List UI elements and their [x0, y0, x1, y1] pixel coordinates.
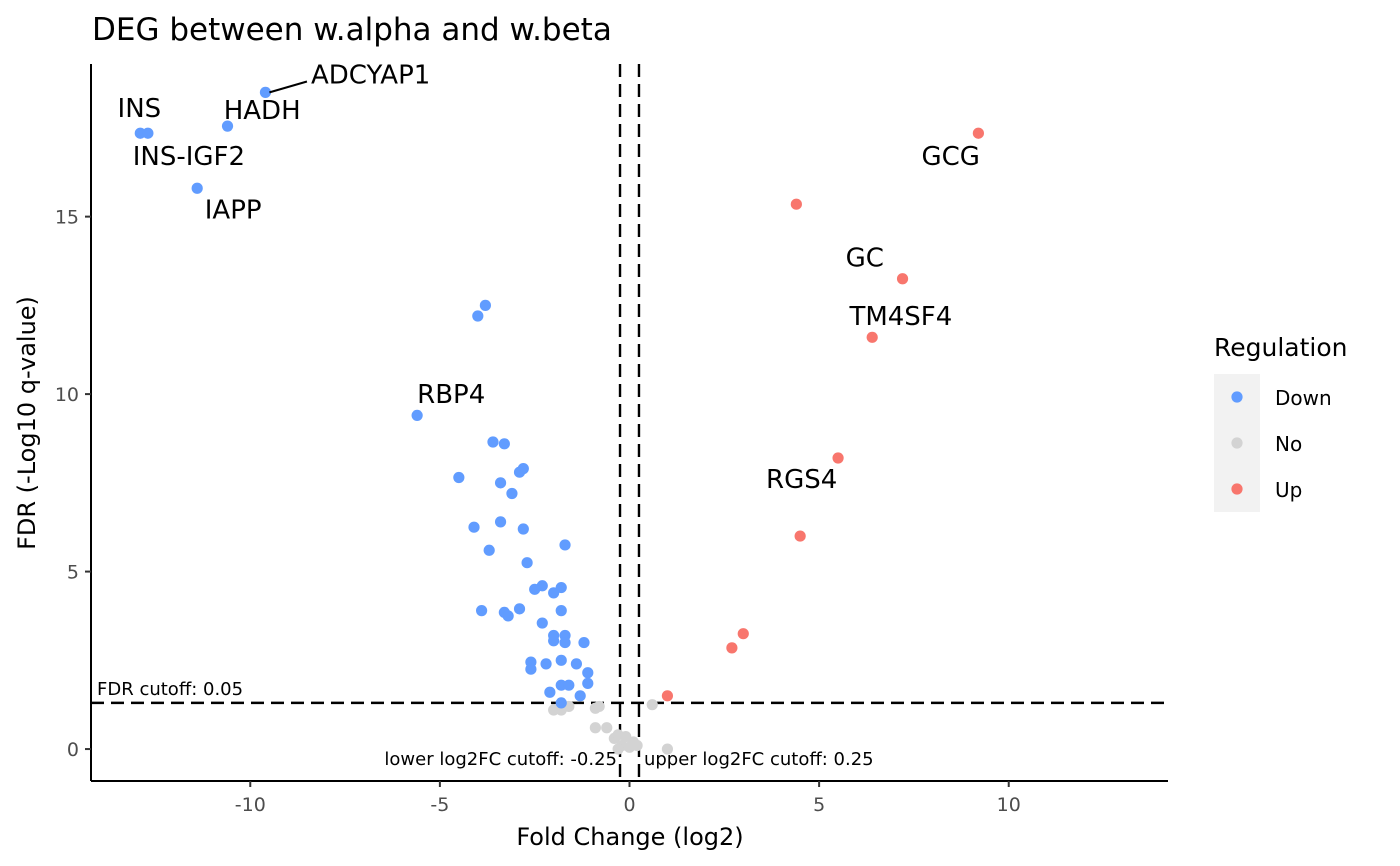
- data-point-up: [794, 530, 806, 542]
- gene-label: ADCYAP1: [311, 61, 430, 91]
- data-point-down: [513, 466, 526, 478]
- data-point-down: [502, 610, 514, 622]
- data-point-down: [578, 636, 590, 649]
- data-point-down: [521, 557, 533, 569]
- y-tick-label: 5: [67, 562, 79, 584]
- legend-key-up: [1231, 483, 1243, 495]
- data-point-up: [661, 690, 674, 702]
- data-point-down: [494, 516, 507, 528]
- gene-label: IAPP: [205, 195, 262, 225]
- data-point-no: [646, 699, 658, 711]
- legend-label-up: Up: [1275, 478, 1302, 502]
- data-point-up: [972, 127, 984, 139]
- x-tick-label: 10: [997, 794, 1021, 816]
- x-tick-label: -5: [430, 794, 449, 816]
- data-point-down: [555, 654, 567, 666]
- data-point-down: [555, 697, 567, 709]
- legend-title: Regulation: [1214, 333, 1348, 362]
- axes: -10 -5 0 5 10 0 5 10 15: [55, 64, 1168, 816]
- data-point-down: [221, 120, 234, 132]
- cutoff-lines: [91, 64, 1168, 781]
- data-point-no: [601, 722, 613, 734]
- y-tick-label: 0: [67, 739, 79, 761]
- legend-items: Down No Up: [1231, 386, 1332, 502]
- data-point-up: [726, 642, 738, 654]
- legend-key-down: [1231, 391, 1243, 403]
- y-axis-ticks: 0 5 10 15: [55, 207, 91, 761]
- data-point-down: [548, 635, 560, 647]
- data-point-down: [582, 667, 594, 679]
- gene-label: RBP4: [417, 380, 485, 410]
- legend-key-no: [1231, 437, 1243, 449]
- data-point-down: [574, 690, 586, 702]
- data-point-down: [540, 658, 552, 670]
- data-point-down: [555, 605, 567, 617]
- x-tick-label: 5: [813, 794, 825, 816]
- data-point-down: [536, 617, 548, 629]
- data-point-no: [631, 739, 643, 752]
- y-axis-title: FDR (-Log10 q-value): [13, 296, 41, 550]
- gene-label: INS-IGF2: [133, 142, 245, 172]
- data-point-down: [559, 539, 571, 551]
- data-point-up: [866, 331, 878, 343]
- data-point-down: [513, 603, 526, 615]
- data-point-no: [661, 743, 674, 755]
- y-tick-label: 10: [55, 384, 79, 406]
- data-point-down: [483, 544, 495, 556]
- gene-label: RGS4: [766, 465, 837, 495]
- legend-label-no: No: [1275, 432, 1302, 456]
- gene-label: GCG: [922, 142, 980, 172]
- gene-label: TM4SF4: [848, 302, 952, 332]
- cutoff-labels: FDR cutoff: 0.05 lower log2FC cutoff: -0…: [97, 679, 874, 770]
- data-point-down: [479, 299, 491, 311]
- lower-fc-cutoff-label: lower log2FC cutoff: -0.25: [384, 749, 617, 770]
- data-point-down: [453, 471, 465, 484]
- data-point-no: [612, 743, 624, 755]
- data-point-down: [468, 521, 480, 533]
- data-point-down: [544, 686, 556, 698]
- data-point-down: [191, 182, 203, 194]
- data-point-down: [259, 86, 272, 98]
- x-axis-title: Fold Change (log2): [516, 823, 743, 851]
- upper-fc-cutoff-label: upper log2FC cutoff: 0.25: [644, 749, 874, 770]
- data-point-down: [559, 636, 571, 649]
- gene-labels: ADCYAP1 INS HADH INS-IGF2 IAPP GCG GC TM4SF4 RBP…: [118, 61, 980, 496]
- data-point-down: [142, 127, 154, 139]
- data-point-down: [498, 438, 510, 450]
- data-point-up: [832, 452, 844, 464]
- data-point-down: [582, 677, 594, 689]
- data-point-no: [589, 722, 601, 734]
- data-point-down: [494, 477, 507, 489]
- data-point-up: [737, 628, 749, 640]
- data-point-down: [476, 605, 488, 617]
- data-point-down: [563, 679, 575, 691]
- gene-label: HADH: [224, 96, 301, 126]
- data-point-down: [570, 658, 583, 670]
- data-point-down: [529, 583, 541, 595]
- gene-label: INS: [118, 94, 162, 124]
- data-point-no: [593, 700, 605, 713]
- plot-panel: ADCYAP1 INS HADH INS-IGF2 IAPP GCG GC TM4SF4 RBP…: [91, 61, 1168, 781]
- chart-title: DEG between w.alpha and w.beta: [92, 12, 612, 48]
- legend: Regulation Down No Up: [1214, 333, 1348, 512]
- data-points: [134, 86, 984, 755]
- legend-label-down: Down: [1275, 386, 1332, 410]
- data-point-down: [525, 663, 537, 675]
- data-point-down: [517, 523, 529, 535]
- gene-label-connector: [269, 80, 308, 94]
- data-point-down: [555, 581, 567, 594]
- y-tick-label: 15: [55, 207, 79, 229]
- data-point-down: [411, 409, 423, 422]
- data-point-up: [896, 273, 909, 285]
- x-axis-ticks: -10 -5 0 5 10: [235, 781, 1021, 816]
- data-point-up: [790, 198, 802, 210]
- data-point-down: [487, 436, 499, 448]
- data-point-down: [472, 310, 484, 322]
- gene-label: GC: [846, 243, 884, 273]
- fdr-cutoff-label: FDR cutoff: 0.05: [97, 679, 243, 700]
- data-point-down: [506, 487, 518, 500]
- x-tick-label: 0: [623, 794, 635, 816]
- x-tick-label: -10: [235, 794, 266, 816]
